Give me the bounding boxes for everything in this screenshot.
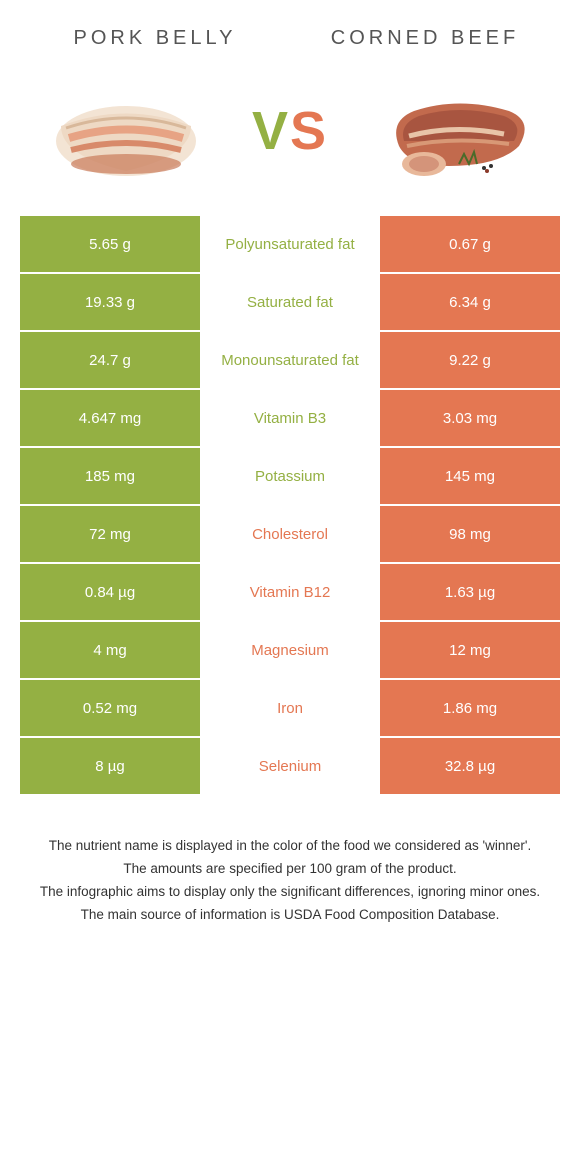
table-row: 5.65 gPolyunsaturated fat0.67 g — [20, 216, 560, 272]
right-value: 98 mg — [380, 506, 560, 562]
pork-belly-image — [41, 76, 211, 186]
left-value: 72 mg — [20, 506, 200, 562]
table-row: 0.84 µgVitamin B121.63 µg — [20, 564, 560, 620]
left-value: 0.52 mg — [20, 680, 200, 736]
footer-line-3: The infographic aims to display only the… — [30, 882, 550, 903]
nutrient-label: Iron — [200, 680, 380, 736]
right-value: 32.8 µg — [380, 738, 560, 794]
footer-line-4: The main source of information is USDA F… — [30, 905, 550, 926]
header: Pork belly Corned beef — [0, 0, 580, 66]
table-row: 185 mgPotassium145 mg — [20, 448, 560, 504]
vs-s: S — [290, 101, 328, 161]
right-food-title: Corned beef — [325, 25, 525, 51]
right-value: 12 mg — [380, 622, 560, 678]
image-row: VS — [0, 66, 580, 216]
right-value: 3.03 mg — [380, 390, 560, 446]
footer-line-1: The nutrient name is displayed in the co… — [30, 836, 550, 857]
right-value: 145 mg — [380, 448, 560, 504]
table-row: 4 mgMagnesium12 mg — [20, 622, 560, 678]
nutrient-label: Vitamin B3 — [200, 390, 380, 446]
left-value: 19.33 g — [20, 274, 200, 330]
right-value: 6.34 g — [380, 274, 560, 330]
vs-v: V — [252, 101, 290, 161]
table-row: 24.7 gMonounsaturated fat9.22 g — [20, 332, 560, 388]
nutrient-label: Selenium — [200, 738, 380, 794]
footer-line-2: The amounts are specified per 100 gram o… — [30, 859, 550, 880]
table-row: 19.33 gSaturated fat6.34 g — [20, 274, 560, 330]
nutrient-label: Saturated fat — [200, 274, 380, 330]
nutrient-label: Vitamin B12 — [200, 564, 380, 620]
right-value: 1.63 µg — [380, 564, 560, 620]
table-row: 0.52 mgIron1.86 mg — [20, 680, 560, 736]
footer-notes: The nutrient name is displayed in the co… — [0, 796, 580, 926]
nutrient-label: Potassium — [200, 448, 380, 504]
table-row: 4.647 mgVitamin B33.03 mg — [20, 390, 560, 446]
left-value: 24.7 g — [20, 332, 200, 388]
left-value: 185 mg — [20, 448, 200, 504]
left-value: 4.647 mg — [20, 390, 200, 446]
corned-beef-image — [369, 76, 539, 186]
right-value: 1.86 mg — [380, 680, 560, 736]
right-value: 0.67 g — [380, 216, 560, 272]
left-value: 8 µg — [20, 738, 200, 794]
left-food-title: Pork belly — [55, 25, 255, 51]
left-value: 4 mg — [20, 622, 200, 678]
vs-label: VS — [252, 100, 328, 162]
right-value: 9.22 g — [380, 332, 560, 388]
left-value: 5.65 g — [20, 216, 200, 272]
nutrient-label: Magnesium — [200, 622, 380, 678]
nutrient-label: Polyunsaturated fat — [200, 216, 380, 272]
nutrient-label: Monounsaturated fat — [200, 332, 380, 388]
table-row: 72 mgCholesterol98 mg — [20, 506, 560, 562]
comparison-table: 5.65 gPolyunsaturated fat0.67 g19.33 gSa… — [20, 216, 560, 794]
table-row: 8 µgSelenium32.8 µg — [20, 738, 560, 794]
left-value: 0.84 µg — [20, 564, 200, 620]
nutrient-label: Cholesterol — [200, 506, 380, 562]
